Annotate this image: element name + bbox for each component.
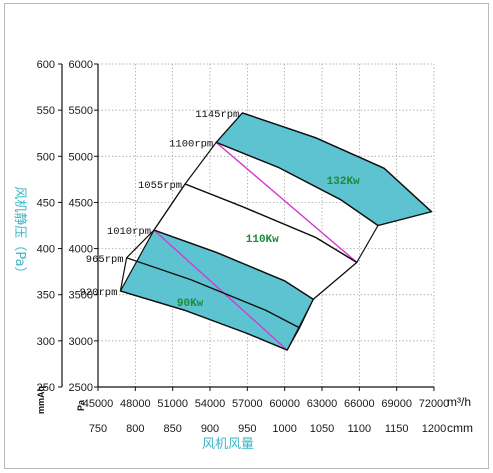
y-tick-label-pa: 4500 <box>69 197 93 209</box>
x-tick-label-m3h: 72000 <box>419 398 450 410</box>
x-tick-label-cmm: 950 <box>238 423 256 435</box>
x-tick-label-cmm: 1050 <box>310 423 334 435</box>
speed-curve <box>242 112 432 213</box>
x-tick-label-m3h: 45000 <box>83 398 114 410</box>
x-tick-label-m3h: 63000 <box>307 398 338 410</box>
speed-curve <box>215 141 379 227</box>
boundary-line <box>153 229 288 351</box>
x-tick-label-cmm: 900 <box>201 423 219 435</box>
x-tick-label-cmm: 1000 <box>272 423 296 435</box>
y-tick-label-pa: 4000 <box>69 244 93 256</box>
left-boundary <box>119 112 243 292</box>
speed-curve <box>184 183 358 263</box>
x-axis-title: 风机风量 <box>202 437 254 452</box>
speed-curve <box>126 257 300 329</box>
y-tick-label-mmaq: 550 <box>37 105 55 117</box>
y-unit-pa: Pa <box>76 399 86 411</box>
x-tick-label-cmm: 1200 <box>422 423 446 435</box>
y-tick-label-mmaq: 400 <box>37 244 55 256</box>
x-tick-label-cmm: 1100 <box>348 423 372 435</box>
y-tick-label-pa: 3000 <box>69 336 93 348</box>
speed-curve-label: 1055rpm <box>138 180 182 192</box>
x-unit-m3h: m³/h <box>447 395 471 409</box>
speed-curve-label: 1145rpm <box>195 109 239 121</box>
y-axis-title: 风机静压（Pa） <box>12 186 27 279</box>
speed-curve-label: 1010rpm <box>107 226 151 238</box>
power-label: 90Kw <box>177 298 204 310</box>
y-tick-label-pa: 2500 <box>69 382 93 394</box>
y-unit-mmaq: mmAq <box>36 386 46 414</box>
y-tick-label-pa: 6000 <box>69 59 93 71</box>
x-tick-label-m3h: 69000 <box>381 398 412 410</box>
speed-curve <box>120 290 288 351</box>
x-tick-label-cmm: 800 <box>126 423 144 435</box>
x-tick-label-cmm: 850 <box>163 423 181 435</box>
power-label: 110Kw <box>246 234 279 246</box>
x-tick-label-m3h: 60000 <box>269 398 300 410</box>
speed-curve-label: 965rpm <box>86 254 124 266</box>
x-tick-label-cmm: 1150 <box>385 423 409 435</box>
right-boundary <box>286 211 432 351</box>
power-label: 132Kw <box>327 176 360 188</box>
x-tick-label-m3h: 51000 <box>157 398 188 410</box>
speed-curve <box>153 229 314 300</box>
x-tick-label-m3h: 54000 <box>195 398 226 410</box>
y-tick-label-pa: 5500 <box>69 105 93 117</box>
boundary-line <box>215 141 358 263</box>
y-tick-label-mmaq: 450 <box>37 197 55 209</box>
x-tick-label-m3h: 57000 <box>232 398 263 410</box>
x-tick-label-m3h: 66000 <box>344 398 375 410</box>
y-tick-label-mmaq: 500 <box>37 151 55 163</box>
y-tick-label-mmaq: 350 <box>37 290 55 302</box>
y-tick-label-pa: 5000 <box>69 151 93 163</box>
y-tick-label-mmaq: 250 <box>37 382 55 394</box>
speed-curve-label: 1100rpm <box>169 138 213 150</box>
x-tick-label-cmm: 750 <box>89 423 107 435</box>
y-tick-label-mmaq: 600 <box>37 59 55 71</box>
y-tick-label-pa: 3500 <box>69 290 93 302</box>
x-tick-label-m3h: 48000 <box>120 398 151 410</box>
x-unit-cmm: cmm <box>447 421 473 435</box>
y-tick-label-mmaq: 300 <box>37 336 55 348</box>
